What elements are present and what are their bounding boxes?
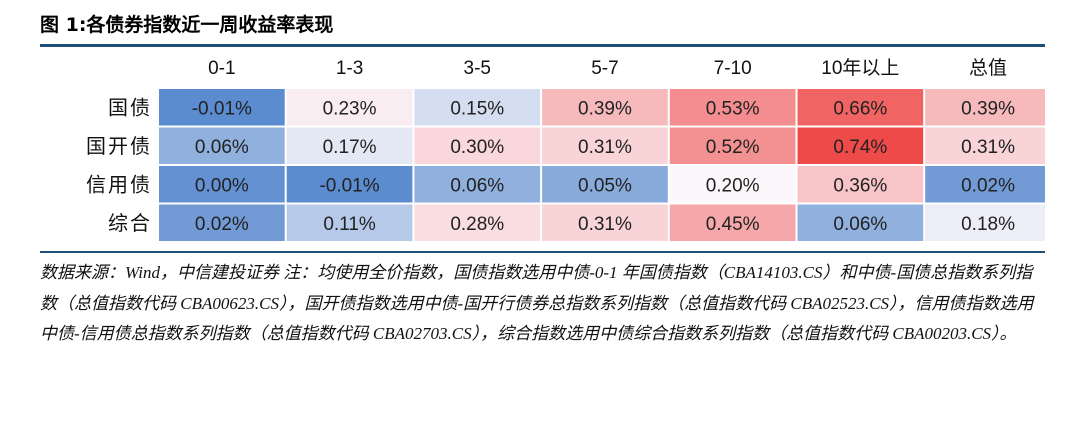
cell-value-label: 0.66% <box>833 98 887 119</box>
cell-value-label: 0.23% <box>323 98 377 119</box>
cell-value-label: 0.06% <box>450 175 504 196</box>
heatmap-cell <box>797 127 924 164</box>
cell-value-label: 0.31% <box>578 214 632 235</box>
heatmap-cell <box>414 127 541 164</box>
cell-value-label: 0.36% <box>833 175 887 196</box>
cell-value-label: 0.05% <box>578 175 632 196</box>
cell-value-label: 0.39% <box>578 98 632 119</box>
heatmap-cell <box>542 166 668 203</box>
cell-value-label: 0.31% <box>578 137 632 158</box>
heatmap-cell <box>159 204 285 241</box>
heatmap-cell <box>925 89 1045 126</box>
cell-value-label: 0.02% <box>961 175 1015 196</box>
heatmap-cell <box>669 89 796 126</box>
cell-value-label: 0.15% <box>450 98 504 119</box>
heatmap-cell <box>925 166 1045 203</box>
heatmap-cell <box>669 204 796 241</box>
heatmap-cell <box>669 166 796 203</box>
cell-value-label: 0.18% <box>961 214 1015 235</box>
bottom-rule <box>40 251 1045 253</box>
heatmap-cell <box>669 127 796 164</box>
cell-value-label: -0.01% <box>319 175 379 196</box>
cell-value-label: 0.06% <box>195 137 249 158</box>
heatmap-cell <box>159 127 285 164</box>
heatmap-cell <box>414 166 541 203</box>
row-label: 国开债 <box>86 135 152 158</box>
cell-value-label: 0.74% <box>833 137 887 158</box>
heatmap-cell <box>414 204 541 241</box>
column-header: 0-1 <box>208 58 235 79</box>
cell-value-label: 0.30% <box>450 137 504 158</box>
heatmap-cell <box>414 89 541 126</box>
column-header: 10年以上 <box>821 57 899 79</box>
row-label: 综合 <box>108 212 152 235</box>
column-header: 1-3 <box>336 58 363 79</box>
heatmap-cell <box>542 204 668 241</box>
cell-value-label: 0.31% <box>961 137 1015 158</box>
heatmap-cell <box>797 166 924 203</box>
top-rule <box>40 44 1045 47</box>
heatmap-cell <box>159 166 285 203</box>
cell-value-label: 0.52% <box>706 137 760 158</box>
row-label: 国债 <box>108 96 152 119</box>
source-note: 数据来源：Wind，中信建投证券 注：均使用全价指数，国债指数选用中债-0-1 … <box>40 263 1034 343</box>
heatmap-cell <box>159 89 285 126</box>
cell-value-label: 0.53% <box>706 98 760 119</box>
heatmap-cell <box>286 166 413 203</box>
heatmap-cell <box>925 127 1045 164</box>
cell-value-label: 0.28% <box>450 214 504 235</box>
heatmap-cell <box>286 204 413 241</box>
cell-value-label: 0.20% <box>706 175 760 196</box>
cell-value-label: 0.39% <box>961 98 1015 119</box>
figure-title: 图 1:各债券指数近一周收益率表现 <box>40 14 334 36</box>
cell-value-label: 0.17% <box>323 137 377 158</box>
heatmap-cell <box>797 89 924 126</box>
column-header: 总值 <box>969 57 1007 79</box>
heatmap-cell <box>542 127 668 164</box>
heatmap-cell <box>797 204 924 241</box>
cell-value-label: 0.45% <box>706 214 760 235</box>
cell-value-label: 0.11% <box>323 214 376 235</box>
cell-value-label: -0.01% <box>192 98 252 119</box>
heatmap-cell <box>286 89 413 126</box>
row-label: 信用债 <box>86 173 152 196</box>
heatmap-cell <box>286 127 413 164</box>
heatmap-cell <box>542 89 668 126</box>
column-header: 7-10 <box>714 58 752 79</box>
cell-value-label: 0.00% <box>195 175 249 196</box>
column-header: 5-7 <box>591 58 618 79</box>
cell-value-label: 0.02% <box>195 214 249 235</box>
heatmap-cell <box>925 204 1045 241</box>
column-header: 3-5 <box>464 58 491 79</box>
cell-value-label: 0.06% <box>833 214 887 235</box>
